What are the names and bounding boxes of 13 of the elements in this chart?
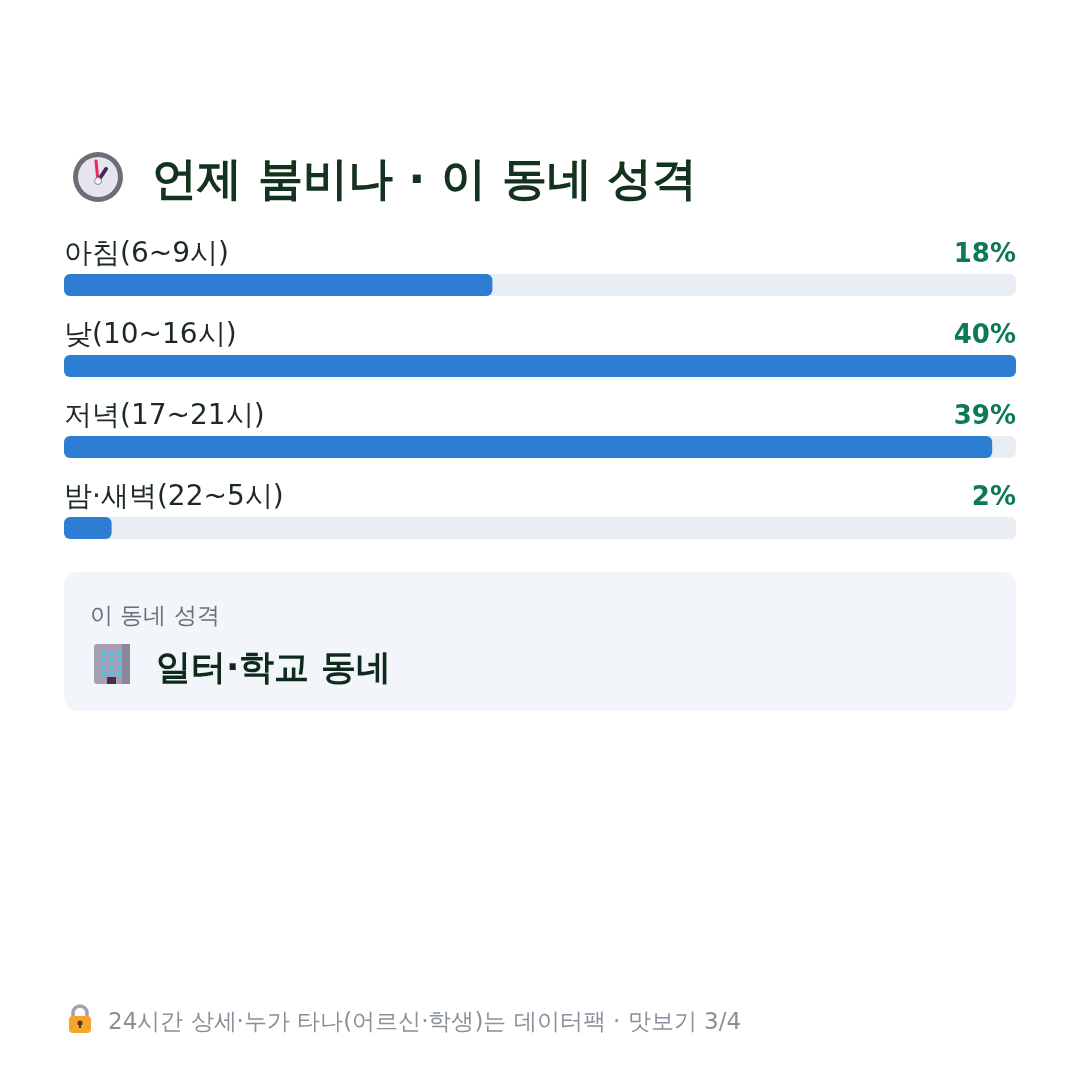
text: 일터·학교 동네 (156, 647, 392, 687)
bar (64, 517, 112, 539)
data-label: 40% (953, 319, 1016, 349)
data-label: 2% (971, 481, 1016, 511)
chart-title: 언제 붐비나 · 이 동네 성격 (152, 152, 698, 205)
y-tick-label: 저녁(17~21시) (64, 398, 265, 431)
y-tick-label: 밤·새벽(22~5시) (64, 479, 284, 512)
y-tick-label: 낮(10~16시) (64, 317, 237, 350)
text: 24시간 상세·누가 타나(어르신·학생)는 데이터팩 · 맛보기 3/4 (108, 1008, 742, 1034)
data-label: 18% (953, 238, 1016, 268)
data-label: 39% (953, 400, 1016, 430)
text: 이 동네 성격 (90, 602, 220, 628)
y-tick-label: 아침(6~9시) (64, 236, 229, 269)
